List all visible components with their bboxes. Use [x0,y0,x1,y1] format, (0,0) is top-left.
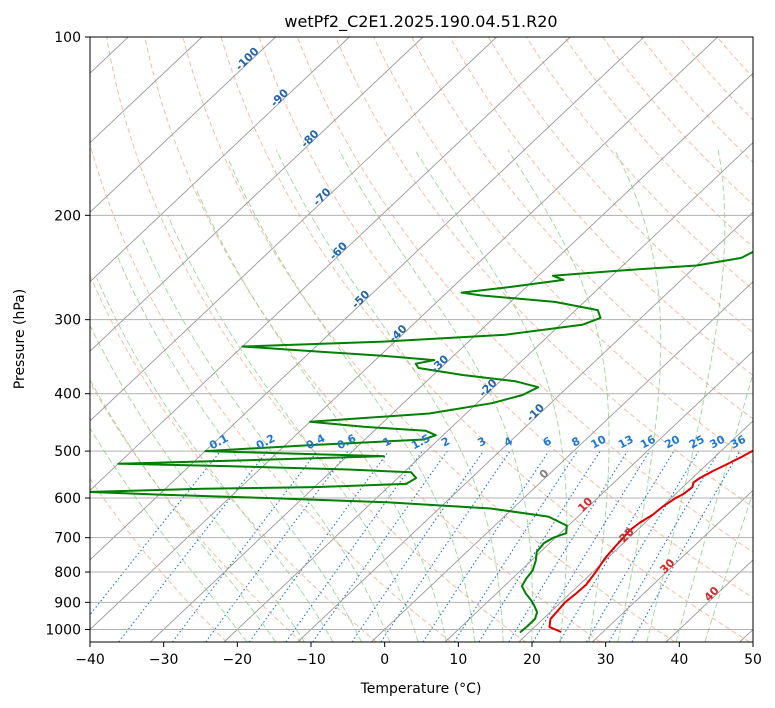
moist-adiabat-line [142,239,391,642]
mixing-ratio-line [90,450,221,616]
isotherm-line [90,37,350,283]
mixing-ratio-line [453,450,578,642]
x-tick-label: −10 [296,652,326,668]
axis-ticks: −40 −30 −20 −10 0 10 20 30 40 50 100 200 300 400 500 60… [45,30,762,668]
isotherm-line [223,142,753,642]
isotherm-line [518,420,753,642]
x-tick-label: 20 [523,652,541,668]
isotherm-line [90,37,718,631]
x-tick-label: 10 [449,652,467,668]
isotherm-line [297,211,753,642]
mixing-ratio-label: 36 [728,433,748,452]
dry-adiabat-line [602,37,753,206]
mixing-ratio-line [351,450,484,642]
dry-adiabat-line [182,37,676,642]
moist-adiabat-line [90,427,248,642]
mixing-ratio-label: 20 [662,433,682,452]
isotherm-line [592,489,753,642]
y-tick-label: 900 [54,595,81,611]
dry-adiabat-line [640,37,753,163]
x-tick-label: −40 [75,652,105,668]
mixing-ratio-label: 30 [708,433,728,452]
dewpoint-profile-line [90,250,753,634]
x-tick-label: 30 [597,652,615,668]
y-tick-label: 800 [54,565,81,581]
dry-adiabat-line [487,37,753,334]
dry-adiabat-line [90,142,452,642]
chart-title: wetPf2_C2E1.2025.190.04.51.R20 [284,12,557,32]
mixing-ratio-line [312,450,448,642]
isotherm-line [90,37,571,491]
mixing-ratio-label: 10 [589,433,609,452]
temperature-profile-line [548,449,753,633]
isotherm-line [90,37,203,144]
plot-frame [89,36,754,643]
mixing-ratio-line [508,450,628,642]
mixing-ratio-label: 16 [638,433,658,452]
y-tick-label: 300 [54,313,81,329]
mixing-ratio-line [205,450,349,642]
isotherm-line [150,72,753,642]
isotherm-line [371,281,753,642]
isotherm-line [90,37,497,422]
dry-adiabat-line [335,37,753,508]
x-axis-label: Temperature (°C) [360,681,482,697]
y-tick-label: 100 [54,30,81,46]
isotherm-line [444,350,753,642]
mixing-ratio-line [249,450,390,642]
plot-area [90,37,753,642]
dry-adiabat-line [258,37,753,599]
x-tick-label: −20 [223,652,253,668]
dry-adiabat-line [106,37,526,642]
x-tick-label: −30 [149,652,179,668]
mixing-ratio-line [285,450,423,642]
y-tick-label: 500 [54,444,81,460]
dry-adiabat-line [525,37,753,291]
x-tick-label: 50 [744,652,762,668]
dry-adiabat-line [144,37,601,642]
y-tick-label: 1000 [45,622,81,638]
moist-adiabat-line [195,187,447,642]
y-axis-label: Pressure (hPa) [12,289,28,389]
isotherm-line [90,37,424,352]
mixing-ratio-line [422,450,550,642]
moist-adiabat-line [117,256,362,642]
mixing-ratio-label: 25 [687,433,707,452]
x-tick-label: 40 [670,652,688,668]
mixing-ratio-label: 13 [616,433,636,452]
y-tick-label: 600 [54,491,81,507]
dry-adiabat-line [90,274,377,642]
x-tick-label: 0 [380,652,389,668]
dry-adiabat-line [296,37,753,553]
isotherm-line [90,37,645,561]
moist-adiabat-line [96,277,334,642]
moist-adiabat-line [90,323,305,642]
y-tick-label: 700 [54,531,81,547]
dry-adiabat-line [449,37,753,377]
y-tick-label: 200 [54,208,81,224]
isotherm-line [90,37,276,213]
y-tick-label: 400 [54,387,81,403]
mixing-ratio-line [172,450,318,642]
mixing-ratio-line [532,450,651,642]
